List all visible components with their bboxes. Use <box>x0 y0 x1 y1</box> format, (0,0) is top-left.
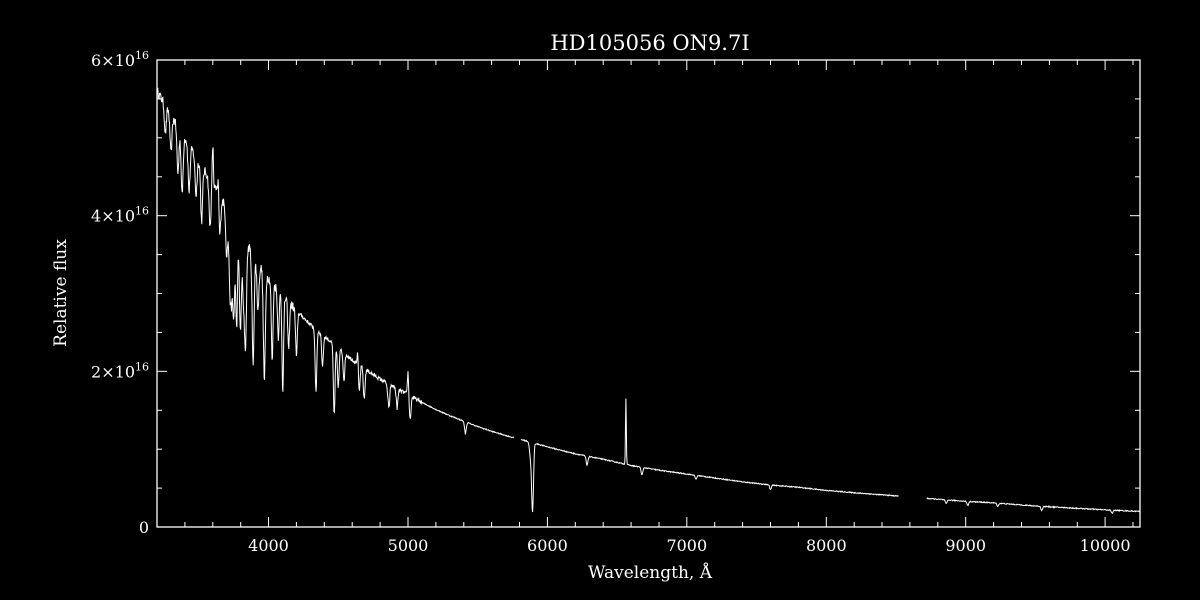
y-tick-label: 4×1016 <box>91 205 149 226</box>
spectrum-line <box>156 87 1141 515</box>
x-tick-label: 8000 <box>806 536 847 555</box>
x-tick-label: 7000 <box>666 536 707 555</box>
plot-frame <box>156 59 1141 528</box>
y-tick-label: 2×1016 <box>91 360 149 381</box>
x-tick-label: 5000 <box>388 536 429 555</box>
y-axis-label: Relative flux <box>51 239 71 347</box>
x-axis-label: Wavelength, Å <box>588 562 713 583</box>
x-tick-label: 9000 <box>945 536 986 555</box>
x-tick-label: 10000 <box>1080 536 1131 555</box>
chart-title: HD105056 ON9.7I <box>550 31 749 55</box>
spectrum-series <box>156 87 1141 515</box>
y-tick-label: 6×1016 <box>91 49 149 70</box>
x-tick-label: 6000 <box>527 536 568 555</box>
x-tick-label: 4000 <box>248 536 289 555</box>
y-tick-label: 0 <box>139 518 149 537</box>
x-axis-ticks: 4000 5000 6000 7000 8000 9000 10000 <box>156 60 1134 555</box>
y-axis-ticks: 0 2×1016 4×1016 6×1016 <box>91 49 1140 537</box>
